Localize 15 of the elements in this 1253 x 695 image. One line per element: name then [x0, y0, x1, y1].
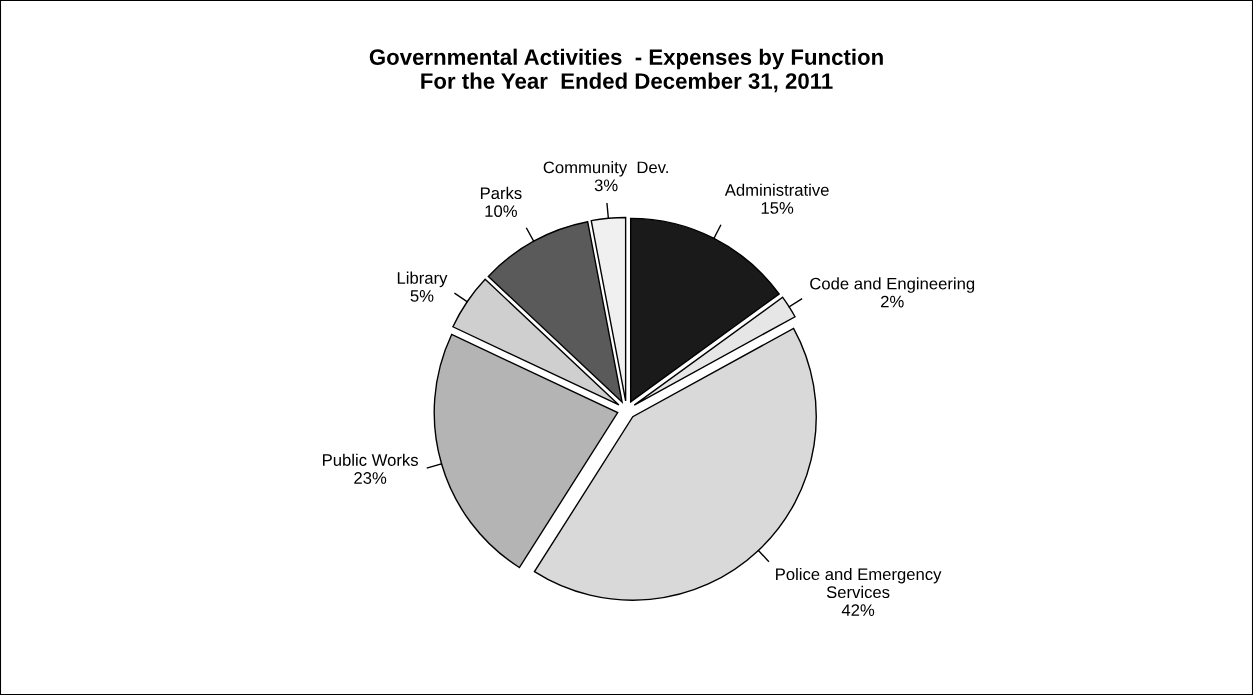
slice-label: Police and Emergency Services: [776, 567, 942, 599]
data-label: 3%: [594, 179, 618, 192]
data-label: 2%: [881, 295, 904, 308]
slice-label: Library: [397, 271, 448, 288]
slice-label: Code and Engineering: [810, 277, 975, 293]
data-label: 5%: [410, 290, 434, 302]
data-label: 42%: [841, 604, 875, 616]
data-label: 23%: [354, 472, 387, 484]
slice-label: Community Dev.: [543, 161, 668, 177]
data-label: 10%: [485, 205, 517, 218]
slice-label: Public Works: [323, 453, 418, 466]
slice-label: Administrative: [724, 183, 829, 196]
slice-label: Parks: [480, 186, 522, 200]
chart-title: Governmental Activities - Expenses by Function For the Year Ended December 31, 2011: [369, 48, 883, 93]
data-label: 15%: [761, 202, 794, 214]
